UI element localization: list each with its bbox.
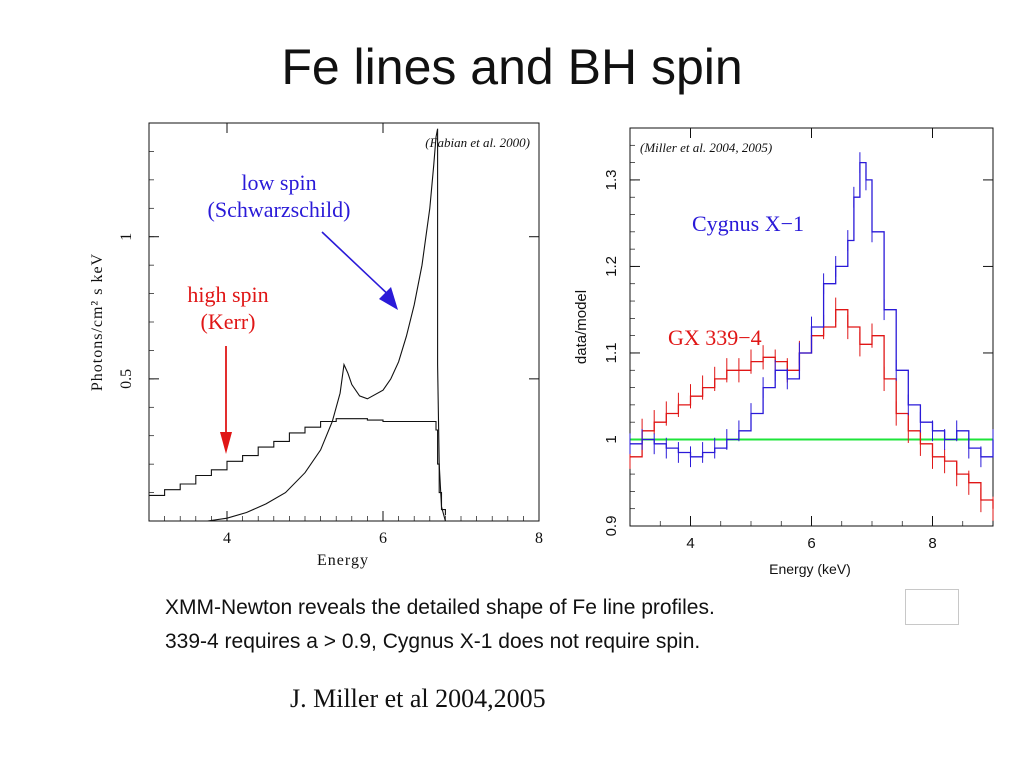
series-line-kerr: [149, 418, 446, 516]
chart-miller: 4 6 8 0.9 1 1.1 1.2 1.3 (Miller et al. 2004, 20…: [573, 127, 994, 577]
series-label-cygnus: Cygnus X−1: [692, 211, 804, 236]
x-tick-label: 4: [223, 530, 231, 547]
empty-placeholder-box: [905, 589, 959, 625]
y-tick-label: 1: [118, 233, 135, 241]
annotation-low-spin: low spin: [241, 170, 316, 195]
x-tick-label: 8: [535, 530, 543, 547]
credit-line: J. Miller et al 2004,2005: [290, 684, 546, 713]
series-label-gx339: GX 339−4: [668, 325, 762, 350]
y-tick-label: 1.1: [603, 343, 620, 364]
x-tick-label: 8: [928, 535, 936, 552]
caption-line-1: XMM-Newton reveals the detailed shape of…: [165, 596, 715, 619]
y-axis-label: data/model: [573, 290, 590, 364]
annotation-high-spin: high spin: [187, 282, 268, 307]
y-axis-label: Photons/cm² s keV: [89, 253, 106, 391]
y-tick-label: 1.2: [603, 256, 620, 277]
red-arrowhead-icon: [220, 432, 232, 454]
series-line-schwarzschild: [207, 128, 446, 522]
annotation-schwarzschild: (Schwarzschild): [208, 197, 351, 222]
slide-title: Fe lines and BH spin: [281, 39, 743, 95]
blue-arrow-icon: [321, 231, 395, 301]
x-axis-label: Energy: [317, 552, 369, 569]
blue-arrowhead-icon: [379, 287, 398, 310]
x-axis-label: Energy (keV): [769, 561, 851, 577]
y-tick-label: 1.3: [603, 169, 620, 190]
x-tick-label: 4: [686, 535, 694, 552]
annotation-kerr: (Kerr): [201, 309, 256, 334]
source-label: (Miller et al. 2004, 2005): [640, 140, 772, 155]
y-tick-label: 1: [603, 435, 620, 443]
chart-fabian: 4 6 8 0.5 1 (Fabian et al. 2000) Energy Phot…: [89, 122, 543, 569]
y-tick-label: 0.5: [118, 369, 135, 389]
x-tick-label: 6: [807, 535, 815, 552]
source-label: (Fabian et al. 2000): [425, 135, 530, 150]
caption-line-2: 339-4 requires a > 0.9, Cygnus X-1 does …: [165, 630, 701, 653]
y-tick-label: 0.9: [603, 516, 620, 537]
x-tick-label: 6: [379, 530, 387, 547]
series-line-cygnus: [630, 161, 994, 458]
